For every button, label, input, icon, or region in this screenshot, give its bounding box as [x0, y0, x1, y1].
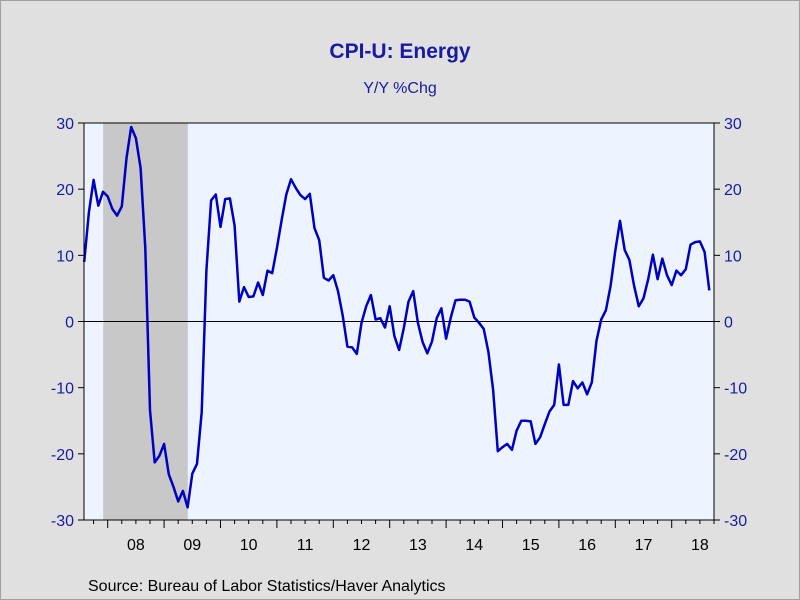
x-tick-label: 09 — [183, 537, 201, 554]
y-tick-label-left: -10 — [51, 381, 74, 398]
x-tick-label: 16 — [578, 537, 596, 554]
x-tick-label: 12 — [353, 537, 371, 554]
source-note: Source: Bureau of Labor Statistics/Haver… — [88, 578, 446, 595]
x-tick-label: 10 — [240, 537, 258, 554]
y-tick-label-left: -30 — [51, 513, 74, 530]
y-tick-label-left: -20 — [51, 447, 74, 464]
x-tick-label: 14 — [465, 537, 483, 554]
y-tick-label-right: 0 — [724, 315, 733, 332]
x-tick-label: 08 — [127, 537, 145, 554]
y-tick-label-right: 30 — [724, 116, 742, 133]
series-line-0 — [82, 125, 711, 509]
chart-title: CPI-U: Energy — [329, 40, 471, 63]
chart-subtitle: Y/Y %Chg — [363, 80, 437, 97]
x-tick-label: 15 — [522, 537, 540, 554]
y-tick-label-right: -20 — [724, 447, 747, 464]
x-tick-label: 11 — [297, 537, 314, 554]
y-tick-label-left: 0 — [65, 315, 74, 332]
x-tick-label: 18 — [691, 537, 709, 554]
y-tick-label-right: -30 — [724, 513, 747, 530]
y-tick-label-left: 20 — [56, 182, 74, 199]
y-tick-label-left: 30 — [56, 116, 74, 133]
y-tick-label-right: 10 — [724, 248, 742, 265]
x-tick-label: 17 — [635, 537, 653, 554]
x-tick-label: 13 — [409, 537, 427, 554]
y-tick-label-right: 20 — [724, 182, 742, 199]
y-tick-label-right: -10 — [724, 381, 747, 398]
y-tick-label-left: 10 — [56, 248, 74, 265]
